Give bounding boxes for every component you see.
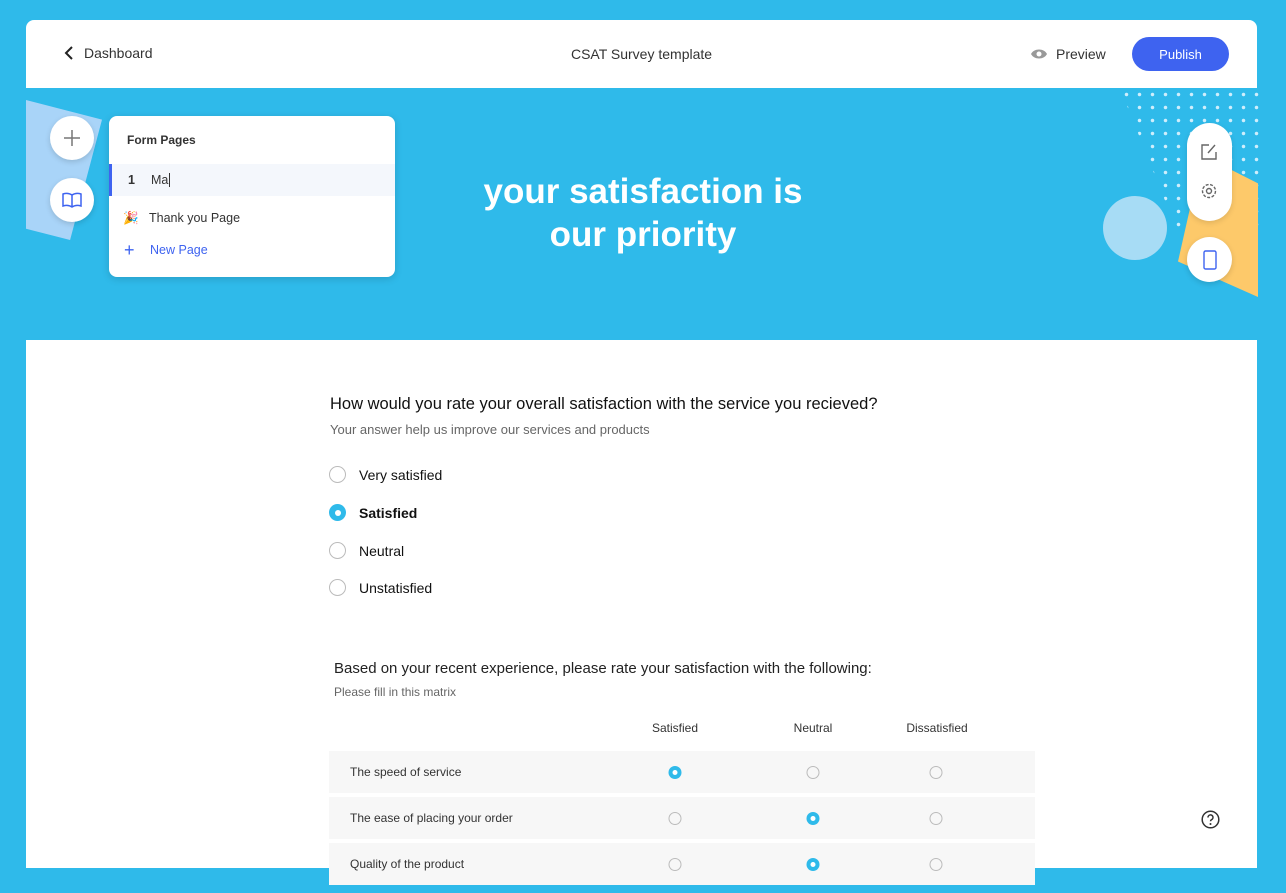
option-label: Very satisfied xyxy=(359,466,443,483)
help-icon[interactable] xyxy=(1201,810,1220,829)
radio-button[interactable] xyxy=(329,542,346,559)
preview-label: Preview xyxy=(1056,46,1106,62)
new-page-button[interactable]: + New Page xyxy=(109,234,395,266)
option-very-satisfied[interactable]: Very satisfied xyxy=(329,466,442,483)
panel-title: Form Pages xyxy=(127,133,196,147)
page-number: 1 xyxy=(128,173,135,187)
back-label: Dashboard xyxy=(84,45,153,61)
book-icon xyxy=(62,192,82,208)
question-2-title: Based on your recent experience, please … xyxy=(334,660,872,677)
party-popper-icon: 🎉 xyxy=(123,210,139,225)
question-1-subtitle: Your answer help us improve our services… xyxy=(330,422,650,437)
matrix-radio-selected[interactable] xyxy=(668,766,682,779)
publish-button[interactable]: Publish xyxy=(1132,37,1229,71)
option-label: Unstatisfied xyxy=(359,579,433,596)
matrix-radio[interactable] xyxy=(929,812,943,825)
add-button[interactable] xyxy=(50,116,94,160)
form-canvas: How would you rate your overall satisfac… xyxy=(26,340,1257,885)
new-page-label: New Page xyxy=(150,243,208,257)
page-name-input[interactable]: Ma xyxy=(151,173,169,187)
plus-icon xyxy=(64,130,80,146)
page-name: Thank you Page xyxy=(149,211,241,225)
hero-heading: your satisfaction is our priority xyxy=(0,170,1286,256)
plus-icon: + xyxy=(124,239,135,260)
matrix-row: The speed of service xyxy=(329,751,1035,793)
radio-button[interactable] xyxy=(329,579,346,596)
radio-button[interactable] xyxy=(329,466,346,483)
matrix-radio-selected[interactable] xyxy=(806,812,820,825)
hero-line-1: your satisfaction is xyxy=(483,172,803,211)
tablet-icon xyxy=(1202,249,1217,270)
radio-button-selected[interactable] xyxy=(329,504,346,521)
matrix-radio[interactable] xyxy=(668,812,682,825)
matrix-column-header: Neutral xyxy=(793,721,833,735)
matrix-radio-selected[interactable] xyxy=(806,858,820,871)
tools-pill xyxy=(1187,123,1232,221)
eye-icon xyxy=(1031,49,1047,59)
option-label: Neutral xyxy=(359,542,405,559)
matrix-row: Quality of the product xyxy=(329,843,1035,885)
option-unstatisfied[interactable]: Unstatisfied xyxy=(329,579,432,596)
matrix-row-label: The ease of placing your order xyxy=(350,811,513,825)
matrix-column-header: Satisfied xyxy=(651,721,699,735)
matrix-column-header: Dissatisfied xyxy=(906,721,968,735)
form-pages-panel: Form Pages 1 Ma 🎉 Thank you Page + New P… xyxy=(109,116,395,277)
matrix-radio[interactable] xyxy=(929,766,943,779)
matrix-radio[interactable] xyxy=(806,766,820,779)
matrix-radio[interactable] xyxy=(929,858,943,871)
page-title: CSAT Survey template xyxy=(570,46,713,62)
decorative-circle xyxy=(1103,196,1167,260)
option-label: Satisfied xyxy=(359,504,418,521)
top-bar: Dashboard CSAT Survey template Preview P… xyxy=(26,20,1257,88)
hero-line-2: our priority xyxy=(549,215,737,254)
question-1-title: How would you rate your overall satisfac… xyxy=(330,395,878,413)
guide-button[interactable] xyxy=(50,178,94,222)
option-satisfied[interactable]: Satisfied xyxy=(329,504,417,521)
option-neutral[interactable]: Neutral xyxy=(329,542,404,559)
back-to-dashboard-link[interactable]: Dashboard xyxy=(64,45,153,61)
matrix-row-label: Quality of the product xyxy=(350,857,465,871)
device-preview-button[interactable] xyxy=(1187,237,1232,282)
gear-icon[interactable] xyxy=(1200,182,1218,200)
chevron-left-icon xyxy=(64,46,73,60)
page-item-thank-you[interactable]: 🎉 Thank you Page xyxy=(109,202,395,234)
matrix-row-label: The speed of service xyxy=(350,765,462,779)
edit-design-icon[interactable] xyxy=(1200,143,1218,161)
matrix-row: The ease of placing your order xyxy=(329,797,1035,839)
question-2-subtitle: Please fill in this matrix xyxy=(334,685,457,699)
preview-button[interactable]: Preview xyxy=(1030,46,1106,62)
page-item-1[interactable]: 1 Ma xyxy=(109,164,395,196)
matrix-radio[interactable] xyxy=(668,858,682,871)
